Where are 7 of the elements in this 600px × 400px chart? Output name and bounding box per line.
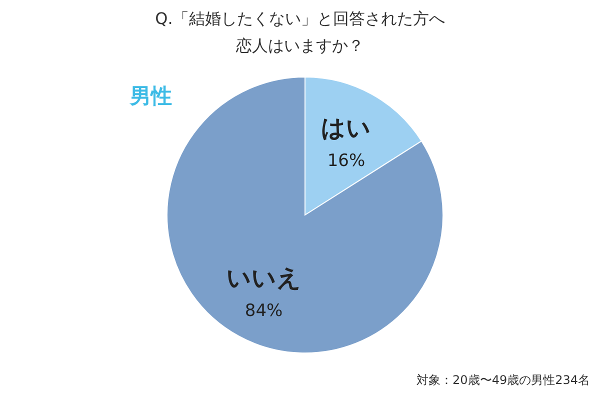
slice-label: いいえ <box>226 264 302 292</box>
slice-label: はい <box>321 114 372 142</box>
chart-title: Q.「結婚したくない」と回答された方へ恋人はいますか？ <box>155 9 445 55</box>
text: 対象：20歳〜49歳の男性234名 <box>416 373 590 387</box>
data-label: 84% <box>244 300 283 321</box>
chart-subtitle: 男性 <box>129 84 172 108</box>
data-label: 16% <box>327 151 366 172</box>
